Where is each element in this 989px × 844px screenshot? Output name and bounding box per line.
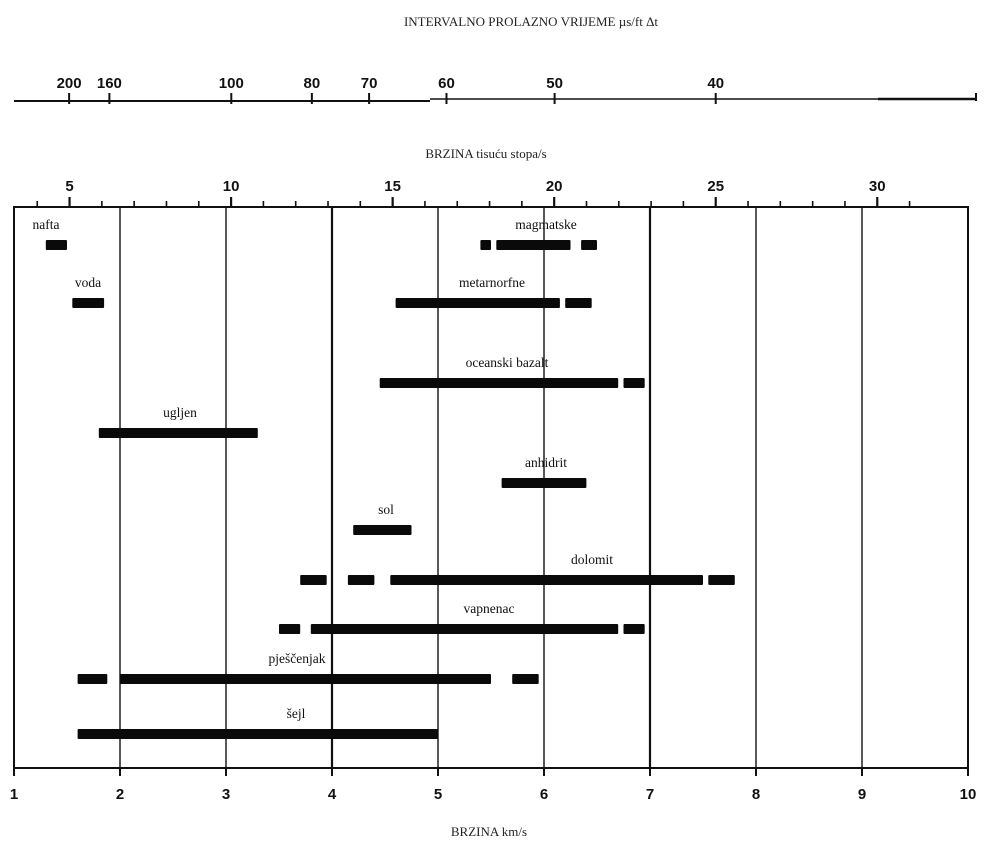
bar-label: metarnorfne (459, 275, 525, 290)
bar-label: voda (75, 275, 101, 290)
bar-label: vapnenac (464, 601, 515, 616)
bar-label: šejl (287, 706, 306, 721)
bottom-axis-tick-label: 3 (222, 786, 230, 803)
top-axis-tick-label: 50 (546, 75, 563, 92)
bar-dolomit (347, 575, 375, 585)
bottom-axis-title: BRZINA km/s (451, 824, 527, 839)
bar-dolomit (708, 575, 735, 585)
bar-pješčenjak (77, 674, 108, 684)
bottom-axis-ticks: 1 2 3 4 5 6 7 8 9 10 (10, 768, 977, 803)
bar-label: anhidrit (525, 455, 567, 470)
middle-axis-tick-label: 25 (707, 178, 724, 195)
top-axis-tick-label: 200 (57, 75, 82, 92)
bar-sol (353, 525, 412, 535)
bar-label: oceanski bazalt (466, 355, 549, 370)
bottom-axis-tick-label: 7 (646, 786, 654, 803)
bottom-axis-tick-label: 8 (752, 786, 760, 803)
bar-dolomit (390, 575, 703, 585)
bar-vapnenac (623, 624, 645, 634)
bottom-axis-tick-label: 4 (328, 786, 337, 803)
bottom-axis-tick-label: 2 (116, 786, 124, 803)
bar-pješčenjak (120, 674, 491, 684)
top-axis-tick-label: 160 (97, 75, 122, 92)
middle-axis-tick-label: 5 (65, 178, 73, 195)
rock-velocity-bars: nafta voda magmatske metarnorfne oceanski ba… (33, 217, 735, 739)
bottom-axis-tick-label: 5 (434, 786, 442, 803)
plot-frame (13, 206, 969, 769)
top-axis-tick-label: 100 (219, 75, 244, 92)
bar-nafta (45, 240, 67, 250)
bar-magmatske (581, 240, 597, 250)
top-axis-tick-label: 70 (361, 75, 378, 92)
bottom-axis-tick-label: 9 (858, 786, 866, 803)
bar-vapnenac (310, 624, 619, 634)
bar-label: pješčenjak (269, 651, 326, 666)
middle-axis-title: BRZINA tisuću stopa/s (425, 146, 546, 161)
bar-šejl (77, 729, 438, 739)
bar-label: dolomit (571, 552, 613, 567)
bar-magmatske (496, 240, 571, 250)
top-axis-tick-label: 40 (707, 75, 724, 92)
bar-oceanski-bazalt (623, 378, 645, 388)
top-axis-ticks: 200 160 100 80 70 60 50 40 (57, 75, 724, 104)
bar-pješčenjak (512, 674, 539, 684)
bar-metarnorfne (565, 298, 592, 308)
bar-voda (72, 298, 105, 308)
middle-axis-tick-label: 15 (384, 178, 401, 195)
bar-ugljen (98, 428, 258, 438)
bar-label: magmatske (515, 217, 576, 232)
top-axis-tick-label: 60 (438, 75, 455, 92)
bottom-axis-tick-label: 10 (960, 786, 977, 803)
middle-axis-tick-label: 20 (546, 178, 563, 195)
middle-axis-tick-label: 30 (869, 178, 886, 195)
bar-label: sol (378, 502, 394, 517)
bottom-axis-tick-label: 1 (10, 786, 18, 803)
middle-axis-tick-label: 10 (223, 178, 240, 195)
bar-vapnenac (279, 624, 301, 634)
bottom-axis-tick-label: 6 (540, 786, 548, 803)
bar-label: ugljen (163, 405, 197, 420)
bar-anhidrit (501, 478, 587, 488)
top-axis-title: INTERVALNO PROLAZNO VRIJEME µs/ft Δt (404, 14, 658, 29)
top-axis-tick-label: 80 (304, 75, 321, 92)
bar-label: nafta (33, 217, 60, 232)
bar-dolomit (300, 575, 327, 585)
bar-metarnorfne (395, 298, 560, 308)
bar-oceanski-bazalt (379, 378, 619, 388)
middle-axis-ticks: 5 10 15 20 25 30 (36, 178, 911, 207)
bar-magmatske (480, 240, 491, 250)
